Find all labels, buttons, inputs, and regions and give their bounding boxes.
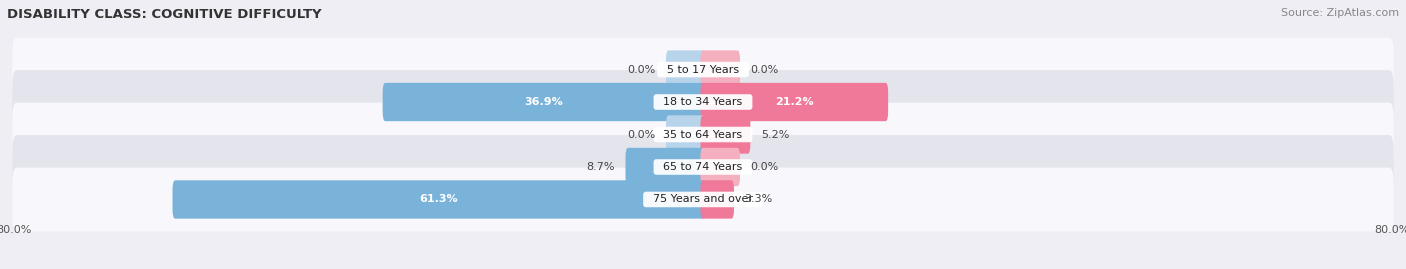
FancyBboxPatch shape [13,135,1393,199]
Text: 3.3%: 3.3% [744,194,772,204]
Text: 0.0%: 0.0% [751,162,779,172]
Text: 5 to 17 Years: 5 to 17 Years [659,65,747,75]
FancyBboxPatch shape [382,83,706,121]
FancyBboxPatch shape [13,168,1393,231]
FancyBboxPatch shape [700,180,734,219]
FancyBboxPatch shape [13,103,1393,166]
FancyBboxPatch shape [666,50,706,89]
Text: 75 Years and over: 75 Years and over [645,194,761,204]
FancyBboxPatch shape [700,83,889,121]
Text: 18 to 34 Years: 18 to 34 Years [657,97,749,107]
Text: Source: ZipAtlas.com: Source: ZipAtlas.com [1281,8,1399,18]
FancyBboxPatch shape [700,148,740,186]
Text: 35 to 64 Years: 35 to 64 Years [657,129,749,140]
FancyBboxPatch shape [700,115,751,154]
Text: 21.2%: 21.2% [775,97,814,107]
Text: 36.9%: 36.9% [524,97,564,107]
FancyBboxPatch shape [626,148,706,186]
FancyBboxPatch shape [700,50,740,89]
FancyBboxPatch shape [13,38,1393,101]
Text: 0.0%: 0.0% [627,65,655,75]
FancyBboxPatch shape [666,115,706,154]
Text: 5.2%: 5.2% [761,129,789,140]
Text: 0.0%: 0.0% [751,65,779,75]
Text: DISABILITY CLASS: COGNITIVE DIFFICULTY: DISABILITY CLASS: COGNITIVE DIFFICULTY [7,8,322,21]
FancyBboxPatch shape [13,70,1393,134]
Text: 8.7%: 8.7% [586,162,616,172]
FancyBboxPatch shape [173,180,706,219]
Text: 65 to 74 Years: 65 to 74 Years [657,162,749,172]
Text: 0.0%: 0.0% [627,129,655,140]
Text: 61.3%: 61.3% [420,194,458,204]
